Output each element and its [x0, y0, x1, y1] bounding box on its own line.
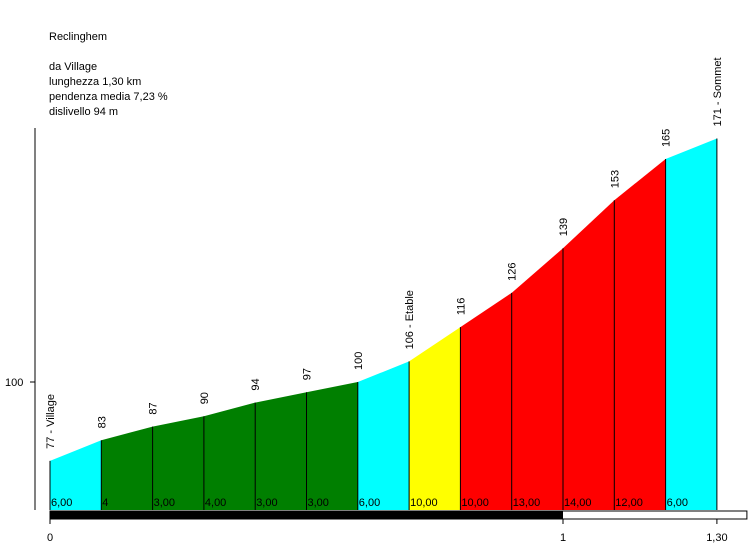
segment-dividers [49, 138, 718, 510]
gradient-label: 6,00 [667, 497, 688, 509]
profile-segment [50, 440, 102, 510]
distance-bar-fill [50, 511, 563, 519]
elevation-labels: 77 - Village 83 87 90 94 97 100 106 - Etable 116… [45, 57, 724, 449]
gradient-labels: 6,00 4 3,00 4,00 3,00 3,00 6,00 10,00 10,00 13,00… [51, 497, 688, 509]
gradient-label: 14,00 [564, 497, 592, 509]
elevation-gain: dislivello 94 m [49, 106, 119, 118]
profile-segment [409, 327, 461, 510]
profile-segment [152, 416, 204, 510]
climb-length: lunghezza 1,30 km [49, 76, 142, 88]
elevation-label: 77 - Village [45, 394, 57, 449]
profile-segment [255, 392, 307, 510]
elevation-label: 153 [609, 170, 621, 188]
elevation-label: 83 [96, 416, 108, 428]
gradient-label: 4 [102, 497, 108, 509]
profile-segment [306, 382, 358, 510]
x-tick-label: 0 [47, 532, 53, 544]
x-axis: 0 1 1,30 [47, 519, 728, 544]
profile-segment [203, 402, 256, 510]
profile-segment [665, 138, 717, 510]
gradient-label: 10,00 [410, 497, 438, 509]
elevation-label: 165 [661, 129, 673, 147]
elevation-label: 139 [558, 218, 570, 236]
profile-segment [460, 292, 512, 510]
start-point: da Village [49, 61, 98, 73]
average-gradient: pendenza media 7,23 % [49, 91, 168, 103]
gradient-label: 3,00 [256, 497, 277, 509]
x-tick-label: 1 [560, 532, 566, 544]
elevation-label: 126 [507, 262, 519, 280]
distance-bar [49, 510, 748, 520]
y-axis: 100 [5, 377, 35, 389]
gradient-label: 3,00 [308, 497, 329, 509]
gradient-label: 13,00 [513, 497, 541, 509]
gradient-label: 6,00 [51, 497, 72, 509]
profile-segment [101, 426, 153, 510]
y-tick-label: 100 [5, 377, 23, 389]
elevation-label: 94 [250, 378, 262, 390]
profile-segment [357, 361, 410, 510]
gradient-label: 3,00 [154, 497, 175, 509]
gradient-label: 6,00 [359, 497, 380, 509]
profile-segment [563, 200, 615, 510]
gradient-label: 12,00 [615, 497, 643, 509]
elevation-label: 171 - Sommet [712, 57, 724, 126]
profile-segment [614, 159, 666, 511]
profile-segments [50, 138, 717, 511]
elevation-label: 106 - Etable [404, 290, 416, 349]
elevation-label: 90 [199, 392, 211, 404]
gradient-label: 4,00 [205, 497, 226, 509]
elevation-label: 87 [148, 402, 160, 414]
profile-segment [511, 248, 563, 511]
elevation-label: 100 [353, 352, 365, 370]
elevation-label: 116 [455, 298, 467, 316]
climb-title: Reclinghem [49, 31, 108, 43]
elevation-label: 97 [302, 368, 314, 380]
gradient-label: 10,00 [461, 497, 489, 509]
x-tick-label: 1,30 [706, 532, 727, 544]
